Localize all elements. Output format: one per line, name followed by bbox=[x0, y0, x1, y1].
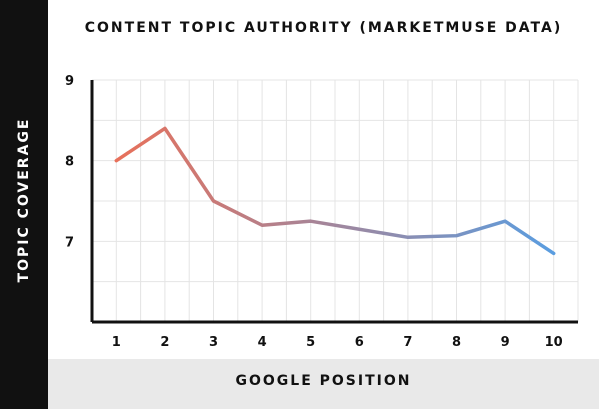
grid-lines bbox=[92, 79, 579, 322]
x-tick-labels: 1 2 3 4 5 6 7 8 9 10 bbox=[112, 335, 563, 350]
chart-title: CONTENT TOPIC AUTHORITY (MARKETMUSE DATA… bbox=[84, 20, 563, 36]
y-axis-band: TOPIC COVERAGE bbox=[0, 0, 48, 409]
x-tick-label: 9 bbox=[501, 335, 510, 350]
axes bbox=[90, 80, 578, 324]
x-axis-label: GOOGLE POSITION bbox=[235, 373, 412, 389]
x-tick-label: 8 bbox=[452, 335, 461, 350]
x-tick-label: 7 bbox=[403, 335, 412, 350]
x-tick-label: 5 bbox=[306, 335, 315, 350]
x-tick-label: 10 bbox=[545, 335, 563, 350]
y-tick-label: 9 bbox=[65, 74, 74, 89]
series-line bbox=[114, 126, 556, 256]
x-tick-label: 2 bbox=[160, 335, 169, 350]
y-tick-label: 7 bbox=[65, 235, 74, 250]
x-tick-label: 3 bbox=[209, 335, 218, 350]
x-tick-label: 1 bbox=[112, 335, 121, 350]
x-axis-band: GOOGLE POSITION bbox=[48, 359, 599, 409]
y-tick-label: 8 bbox=[65, 155, 74, 170]
x-tick-label: 4 bbox=[258, 335, 267, 350]
series-lines bbox=[114, 126, 556, 256]
y-tick-labels: 7 8 9 bbox=[65, 74, 74, 250]
x-tick-label: 6 bbox=[355, 335, 364, 350]
